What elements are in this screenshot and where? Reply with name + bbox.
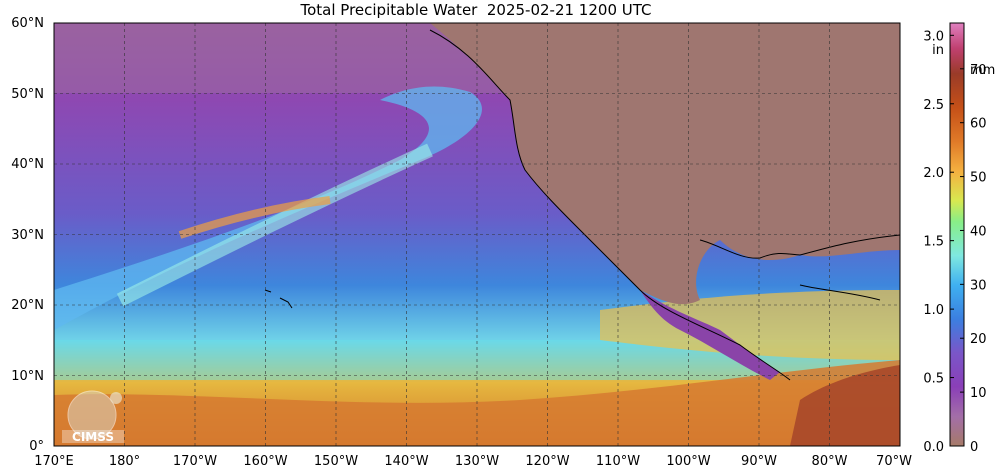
colorbar-in-tick-label: 1.0 bbox=[923, 303, 944, 318]
colorbar-gradient bbox=[949, 22, 965, 447]
lat-labels: 60°N 50°N 40°N 30°N 20°N 10°N 0° bbox=[11, 16, 44, 454]
cimss-logo: CIMSS bbox=[62, 390, 124, 444]
colorbar-in-tick-label: 2.5 bbox=[923, 98, 944, 113]
lon-label: 140°W bbox=[384, 454, 428, 469]
colorbar-mm-tick-label: 50 bbox=[970, 171, 987, 186]
colorbar-unit-in: in bbox=[932, 43, 944, 58]
colorbar-mm-tick-label: 30 bbox=[970, 278, 987, 293]
lat-label: 20°N bbox=[11, 298, 44, 313]
lon-labels: 170°E 180° 170°W 160°W 150°W 140°W 130°W… bbox=[34, 454, 912, 469]
lon-label: 70°W bbox=[876, 454, 912, 469]
colorbar-mm-tick-label: 10 bbox=[970, 386, 987, 401]
coastlines bbox=[264, 29, 900, 381]
lat-label: 10°N bbox=[11, 369, 44, 384]
lon-label: 130°W bbox=[455, 454, 499, 469]
map-title: Total Precipitable Water 2025-02-21 1200… bbox=[300, 1, 652, 19]
lon-label: 150°W bbox=[314, 454, 358, 469]
lon-label: 100°W bbox=[666, 454, 710, 469]
colorbar-in-tick-label: 0.0 bbox=[923, 440, 944, 455]
lon-label: 170°W bbox=[173, 454, 217, 469]
cimss-logo-text: CIMSS bbox=[72, 430, 114, 444]
lon-label: 180° bbox=[109, 454, 140, 469]
colorbar-in-tick-label: 0.5 bbox=[923, 372, 944, 387]
colorbar-in-tick-label: 3.0 bbox=[923, 29, 944, 44]
colorbar-unit-mm: mm bbox=[970, 63, 995, 78]
lat-label: 30°N bbox=[11, 228, 44, 243]
colorbar-mm-tick-label: 70 bbox=[970, 63, 987, 78]
lon-label: 160°W bbox=[243, 454, 287, 469]
colorbar-in-tick-label: 1.5 bbox=[923, 235, 944, 250]
lon-label: 80°W bbox=[812, 454, 848, 469]
lon-label: 120°W bbox=[525, 454, 569, 469]
lon-label: 170°E bbox=[34, 454, 74, 469]
map-frame bbox=[53, 22, 901, 447]
colorbar-mm-tick-label: 40 bbox=[970, 224, 987, 239]
colorbar-mm-tick-label: 0 bbox=[970, 440, 978, 455]
tpw-map: 60°N 50°N 40°N 30°N 20°N 10°N 0° 170°E 1… bbox=[11, 16, 912, 469]
colorbar-in-tick-label: 2.0 bbox=[923, 166, 944, 181]
lat-label: 60°N bbox=[11, 16, 44, 31]
lon-label: 110°W bbox=[596, 454, 640, 469]
lat-label: 0° bbox=[29, 439, 44, 454]
colorbar-mm-tick-label: 60 bbox=[970, 117, 987, 132]
lon-label: 90°W bbox=[741, 454, 777, 469]
lat-label: 50°N bbox=[11, 87, 44, 102]
lat-label: 40°N bbox=[11, 157, 44, 172]
colorbar-mm-tick-label: 20 bbox=[970, 332, 987, 347]
graticule bbox=[54, 23, 900, 446]
